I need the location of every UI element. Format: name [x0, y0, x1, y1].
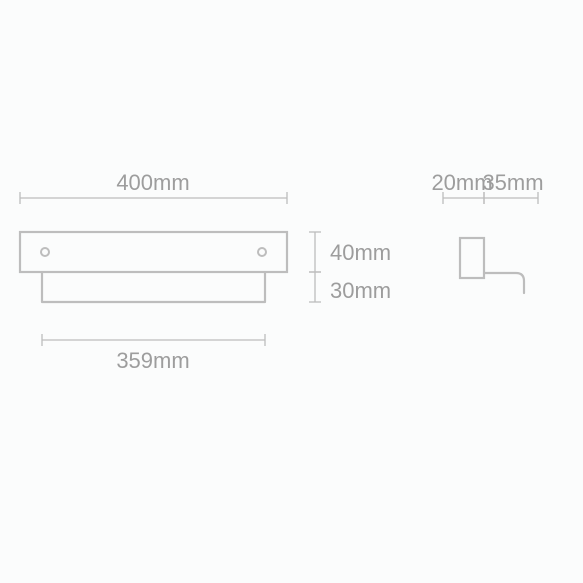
towel-bar-side	[484, 273, 524, 293]
side-view: 20mm 35mm	[431, 170, 543, 293]
front-plate	[20, 232, 287, 272]
dim-top-width-label: 400mm	[116, 170, 189, 195]
dim-bottom-width: 359mm	[42, 334, 265, 373]
dim-bar-drop: 30mm	[309, 272, 391, 303]
mount-hole-right	[258, 248, 266, 256]
dim-bar-drop-label: 30mm	[330, 278, 391, 303]
front-view: 400mm 40mm 30mm 359mm	[20, 170, 391, 373]
dim-depth-bar: 35mm	[482, 170, 543, 204]
towel-bar-front	[42, 272, 265, 302]
dim-depth-bar-label: 35mm	[482, 170, 543, 195]
dim-plate-height-label: 40mm	[330, 240, 391, 265]
dim-plate-height: 40mm	[309, 232, 391, 272]
dim-bottom-width-label: 359mm	[116, 348, 189, 373]
dimension-diagram: 400mm 40mm 30mm 359mm	[0, 0, 583, 583]
side-plate	[460, 238, 484, 278]
dim-top-width: 400mm	[20, 170, 287, 204]
mount-hole-left	[41, 248, 49, 256]
